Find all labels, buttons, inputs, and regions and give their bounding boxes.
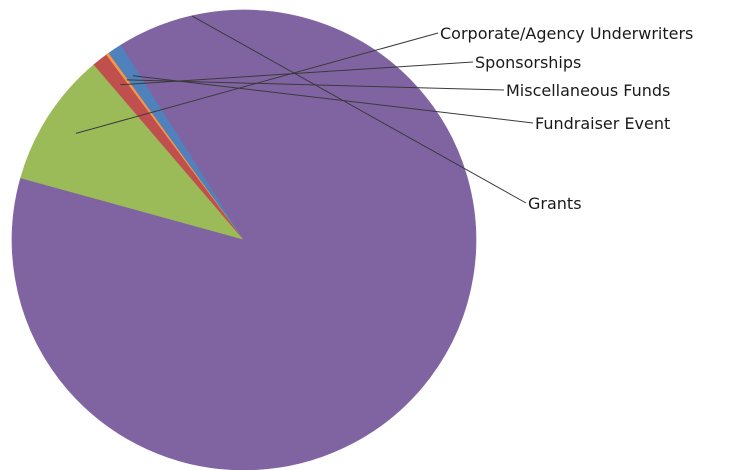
leader-lines — [75, 15, 534, 204]
slice-label: Sponsorships — [475, 53, 581, 72]
leader-line — [132, 75, 534, 124]
pie-slices — [11, 9, 477, 470]
leader-line — [191, 15, 527, 204]
slice-label: Corporate/Agency Underwriters — [440, 24, 693, 43]
slice-label: Fundraiser Event — [535, 114, 670, 133]
slice-labels: Corporate/Agency Underwriters Sponsorship… — [440, 24, 693, 213]
pie-slice-grants — [11, 9, 477, 470]
slice-label: Grants — [528, 194, 582, 213]
slice-label: Miscellaneous Funds — [506, 81, 670, 100]
pie-slice-corporate-agency-underwriters — [20, 64, 245, 241]
